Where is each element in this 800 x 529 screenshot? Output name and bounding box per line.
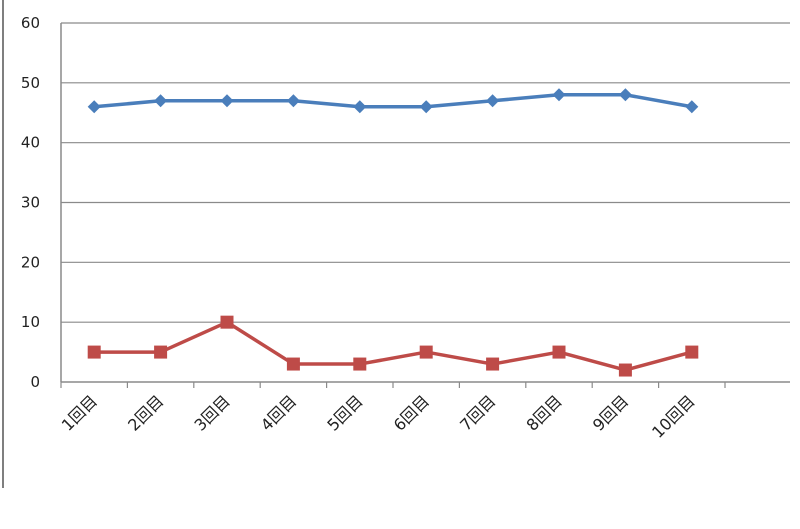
y-tick-labels: 0 10 20 30 40 50 60 bbox=[21, 14, 40, 391]
x-tick-label-9: 9回目 bbox=[589, 391, 632, 434]
series-group bbox=[87, 88, 699, 377]
y-tick-label-40: 40 bbox=[21, 134, 40, 152]
series-2-point-4 bbox=[286, 357, 300, 371]
x-tick-label-3: 3回目 bbox=[191, 391, 234, 434]
series-1-point-2 bbox=[154, 94, 168, 108]
y-tick-label-60: 60 bbox=[21, 14, 40, 32]
series-1-point-9 bbox=[618, 88, 632, 102]
series-1-point-1 bbox=[87, 100, 101, 114]
series-2-point-7 bbox=[486, 357, 500, 371]
x-tick-label-6: 6回目 bbox=[390, 391, 433, 434]
series-2-point-8 bbox=[552, 345, 566, 359]
x-tick-labels: 1回目 2回目 3回目 4回目 5回目 6回目 7回目 8回目 9回目 10回目 bbox=[58, 391, 699, 441]
series-1-point-8 bbox=[552, 88, 566, 102]
y-tick-label-0: 0 bbox=[30, 373, 40, 391]
series-1-point-4 bbox=[286, 94, 300, 108]
gridlines bbox=[61, 22, 790, 323]
series-1-point-10 bbox=[685, 100, 699, 114]
series-2-point-3 bbox=[220, 315, 234, 329]
x-tick-label-2: 2回目 bbox=[124, 391, 167, 434]
y-tick-label-50: 50 bbox=[21, 74, 40, 92]
series-2-point-2 bbox=[154, 345, 168, 359]
series-1-point-3 bbox=[220, 94, 234, 108]
series-1-line bbox=[94, 93, 693, 109]
x-tick-label-5: 5回目 bbox=[323, 391, 366, 434]
series-2-point-6 bbox=[419, 345, 433, 359]
y-tick-label-30: 30 bbox=[21, 194, 40, 212]
series-2-point-5 bbox=[353, 357, 367, 371]
series-2-line bbox=[94, 320, 693, 372]
series-2-point-1 bbox=[87, 345, 101, 359]
series-1-point-7 bbox=[486, 94, 500, 108]
series-1-point-6 bbox=[419, 100, 433, 114]
x-tick-label-10: 10回目 bbox=[648, 391, 698, 441]
y-tick-label-10: 10 bbox=[21, 313, 40, 331]
series-1-point-5 bbox=[353, 100, 367, 114]
x-axis bbox=[60, 23, 790, 388]
series-2-point-10 bbox=[685, 345, 699, 359]
series-2-point-9 bbox=[618, 363, 632, 377]
x-tick-label-1: 1回目 bbox=[58, 391, 101, 434]
x-tick-label-4: 4回目 bbox=[257, 391, 300, 434]
x-tick-label-7: 7回目 bbox=[456, 391, 499, 434]
y-tick-label-20: 20 bbox=[21, 253, 40, 271]
x-tick-label-8: 8回目 bbox=[523, 391, 566, 434]
